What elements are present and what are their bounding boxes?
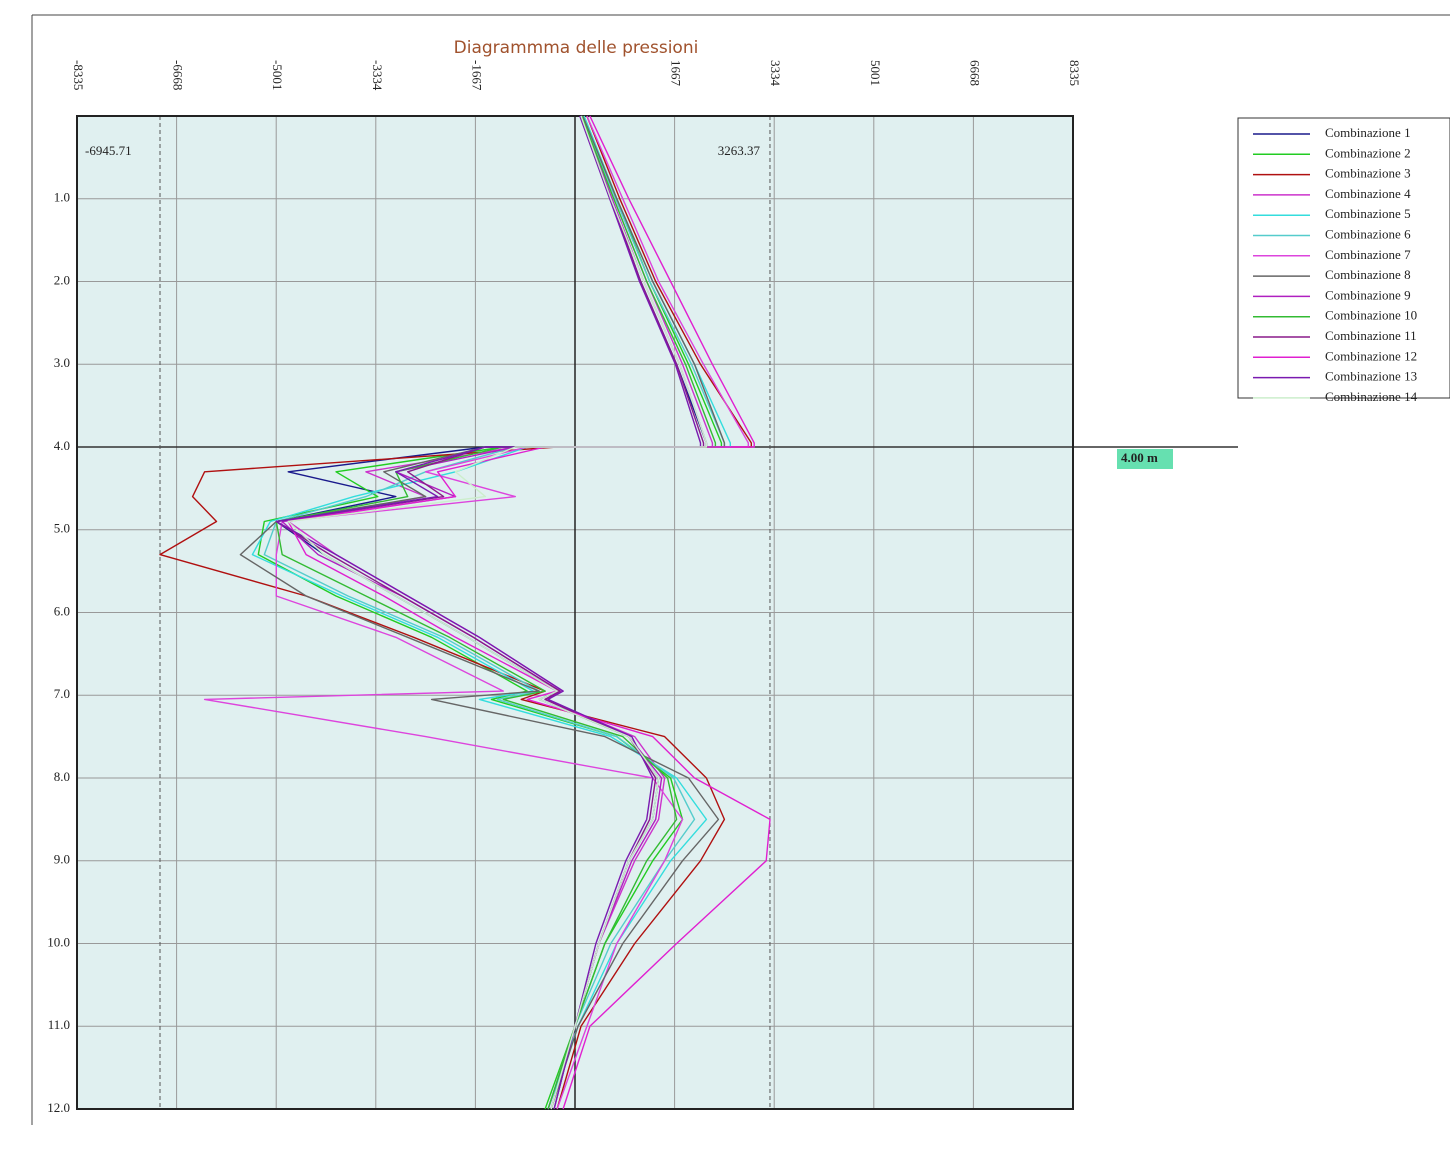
legend-label: Combinazione 10 (1325, 308, 1417, 323)
y-tick-label: 11.0 (48, 1017, 70, 1032)
legend-label: Combinazione 3 (1325, 166, 1411, 181)
x-tick-label: -8335 (71, 60, 86, 90)
x-tick-label: 1667 (669, 60, 684, 87)
series-line (275, 115, 702, 1110)
series-line (251, 115, 731, 1110)
series-line (275, 115, 717, 1110)
legend-label: Combinazione 14 (1325, 389, 1418, 404)
y-tick-label: 7.0 (54, 686, 70, 701)
legend-label: Combinazione 9 (1325, 287, 1411, 302)
legend-label: Combinazione 8 (1325, 267, 1411, 282)
legend-label: Combinazione 5 (1325, 206, 1411, 221)
x-tick-label: -1667 (469, 60, 484, 91)
legend-label: Combinazione 2 (1325, 145, 1411, 160)
y-tick-label: 1.0 (54, 190, 70, 205)
marker-label-bg (1117, 449, 1173, 469)
legend-label: Combinazione 12 (1325, 348, 1417, 363)
x-tick-label: -5001 (270, 60, 285, 90)
annotation-label: 3263.37 (718, 143, 761, 158)
y-tick-label: 2.0 (54, 272, 70, 287)
series-line (287, 115, 708, 1110)
y-tick-label: 6.0 (54, 603, 70, 618)
legend-label: Combinazione 13 (1325, 369, 1417, 384)
legend-label: Combinazione 1 (1325, 125, 1411, 140)
series-line (275, 115, 705, 1110)
x-tick-label: 3334 (768, 60, 783, 87)
y-tick-label: 10.0 (47, 934, 70, 949)
legend (1237, 117, 1450, 399)
legend-label: Combinazione 6 (1325, 226, 1411, 241)
series-line (203, 115, 749, 1110)
y-tick-label: 8.0 (54, 769, 70, 784)
x-tick-label: -3334 (370, 60, 385, 91)
x-tick-label: 5001 (868, 60, 883, 86)
y-tick-label: 3.0 (54, 355, 70, 370)
series-line (287, 115, 771, 1110)
legend-label: Combinazione 4 (1325, 186, 1411, 201)
y-tick-label: 9.0 (54, 852, 70, 867)
series-line (263, 115, 726, 1110)
chart-title: Diagrammma delle pressioni (454, 38, 699, 58)
y-tick-label: 12.0 (47, 1100, 70, 1115)
annotation-label: -6945.71 (85, 143, 132, 158)
y-tick-label: 5.0 (54, 521, 70, 536)
y-tick-label: 4.0 (54, 438, 70, 453)
legend-label: Combinazione 7 (1325, 247, 1411, 262)
plot-border (76, 115, 1074, 1110)
x-tick-label: 8335 (1067, 60, 1082, 86)
x-tick-label: -6668 (171, 60, 186, 90)
legend-label: Combinazione 11 (1325, 328, 1417, 343)
marker-label: 4.00 m (1121, 450, 1158, 465)
series-line (239, 115, 726, 1110)
x-tick-label: 6668 (967, 60, 982, 86)
